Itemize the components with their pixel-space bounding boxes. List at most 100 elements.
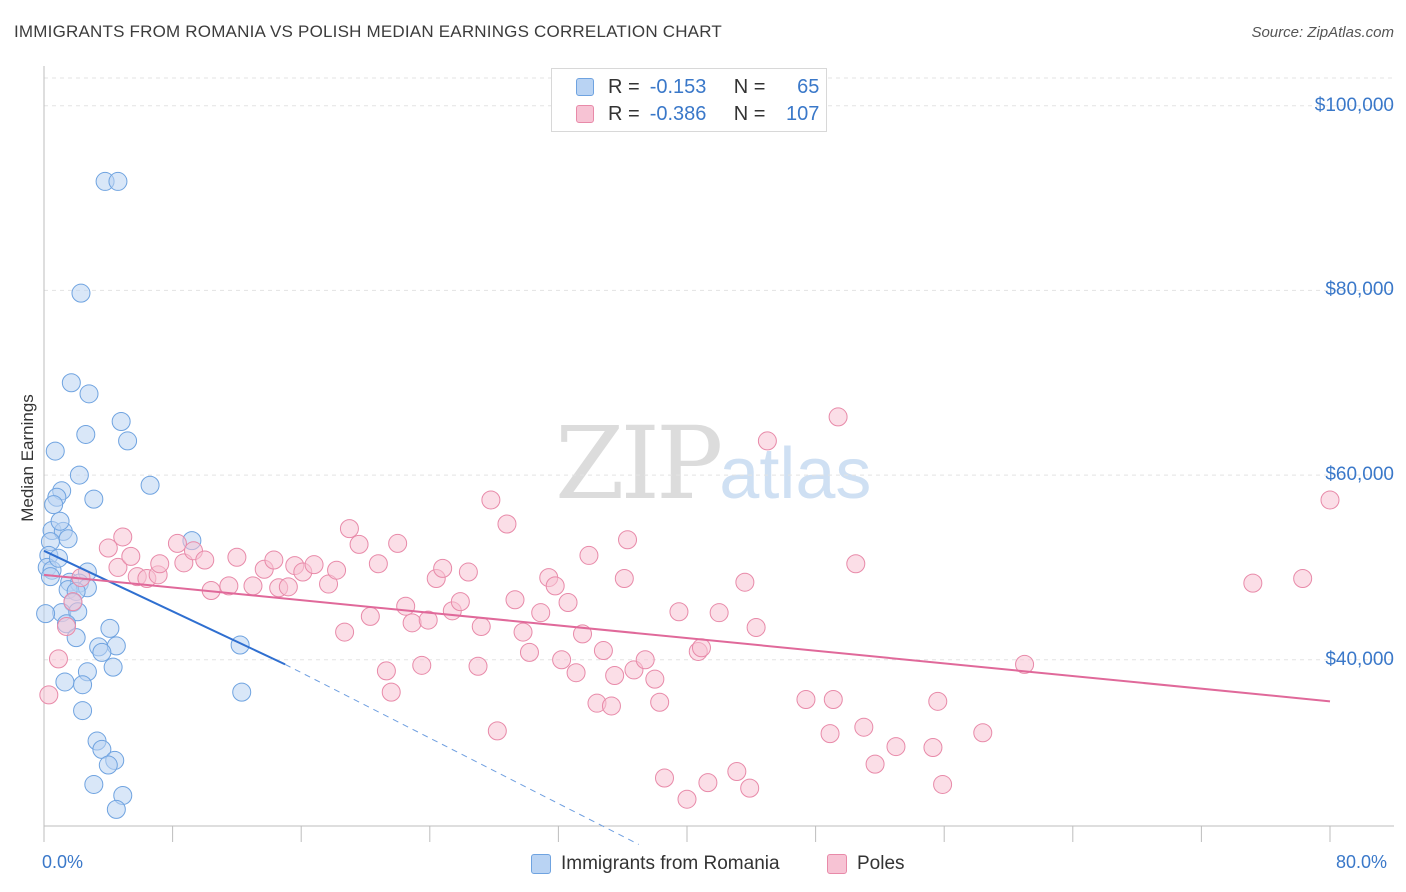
point-poles <box>746 617 766 637</box>
point-romania <box>108 171 128 191</box>
point-poles <box>468 656 488 676</box>
point-poles <box>339 519 359 539</box>
point-poles <box>519 642 539 662</box>
point-poles <box>573 624 593 644</box>
y-tick-label: $80,000 <box>1325 279 1394 301</box>
bottom-legend-romania: Immigrants from Romania <box>531 852 780 876</box>
point-romania <box>44 495 64 515</box>
legend-n-label: N = <box>733 102 766 125</box>
point-poles <box>618 530 638 550</box>
point-poles <box>691 638 711 658</box>
point-romania <box>84 774 104 794</box>
point-poles <box>376 661 396 681</box>
point-romania <box>73 701 93 721</box>
point-poles <box>402 613 422 633</box>
point-poles <box>828 407 848 427</box>
point-romania <box>232 682 252 702</box>
y-tick-label: $100,000 <box>1314 94 1394 116</box>
point-poles <box>433 558 453 578</box>
trendline-romania-extension <box>284 663 640 845</box>
point-poles <box>820 724 840 744</box>
point-romania <box>103 657 123 677</box>
point-poles <box>481 490 501 510</box>
point-poles <box>113 527 133 547</box>
point-romania <box>100 618 120 638</box>
point-poles <box>886 737 906 757</box>
point-poles <box>1293 569 1313 589</box>
point-romania <box>36 604 56 624</box>
point-romania <box>230 635 250 655</box>
point-poles <box>709 603 729 623</box>
point-poles <box>579 545 599 565</box>
point-poles <box>865 754 885 774</box>
trendline-poles <box>43 573 1331 703</box>
point-poles <box>195 550 215 570</box>
legend-n-label: N = <box>733 75 766 98</box>
zipatlas-watermark: ZIPatlas <box>555 405 871 522</box>
stats-legend: R = -0.153 N = 65 R = -0.386 N = 107 <box>551 68 827 132</box>
point-poles <box>614 569 634 589</box>
point-poles <box>593 641 613 661</box>
point-poles <box>645 669 665 689</box>
bottom-legend-swatch-poles <box>827 854 847 874</box>
point-poles <box>98 538 118 558</box>
legend-n-value: 107 <box>786 102 820 125</box>
point-poles <box>566 663 586 683</box>
legend-r-label: R = <box>608 75 640 98</box>
point-poles <box>1015 654 1035 674</box>
point-poles <box>757 431 777 451</box>
bottom-legend-swatch-romania <box>531 854 551 874</box>
point-poles <box>48 649 68 669</box>
point-poles <box>167 533 187 553</box>
point-romania <box>50 511 70 531</box>
point-poles <box>219 576 239 596</box>
point-poles <box>487 721 507 741</box>
chart-source: Source: ZipAtlas.com <box>1251 24 1394 41</box>
point-romania <box>61 373 81 393</box>
bottom-legend-label-romania: Immigrants from Romania <box>561 853 780 874</box>
point-poles <box>601 696 621 716</box>
point-romania <box>73 675 93 695</box>
point-poles <box>635 650 655 670</box>
point-poles <box>388 533 408 553</box>
legend-r-label: R = <box>608 102 640 125</box>
point-poles <box>677 789 697 809</box>
point-poles <box>650 692 670 712</box>
point-poles <box>63 592 83 612</box>
point-poles <box>349 534 369 554</box>
point-poles <box>121 546 141 566</box>
point-romania <box>111 412 131 432</box>
legend-row-romania: R = -0.153 N = 65 <box>576 75 819 99</box>
trendline-romania <box>43 549 286 666</box>
legend-n-value: 65 <box>797 75 820 98</box>
point-romania <box>106 799 126 819</box>
point-poles <box>360 606 380 626</box>
point-poles <box>669 602 689 622</box>
x-tick-label-max: 80.0% <box>1336 852 1388 872</box>
point-poles <box>335 622 355 642</box>
point-romania <box>71 283 91 303</box>
point-poles <box>497 514 517 534</box>
x-tick-label-min: 0.0% <box>42 852 84 872</box>
point-romania <box>140 475 160 495</box>
point-poles <box>458 562 478 582</box>
point-romania <box>118 431 138 451</box>
point-poles <box>531 603 551 623</box>
point-poles <box>264 550 284 570</box>
point-romania <box>79 384 99 404</box>
legend-r-value: -0.386 <box>649 102 707 125</box>
point-poles <box>227 547 247 567</box>
point-poles <box>381 682 401 702</box>
legend-swatch-poles <box>576 105 594 123</box>
point-poles <box>698 773 718 793</box>
point-poles <box>558 593 578 613</box>
point-poles <box>1243 573 1263 593</box>
point-poles <box>418 610 438 630</box>
y-tick-label: $40,000 <box>1325 648 1394 670</box>
point-romania <box>76 424 96 444</box>
point-poles <box>735 572 755 592</box>
legend-swatch-romania <box>576 78 594 96</box>
point-poles <box>846 554 866 574</box>
point-poles <box>304 555 324 575</box>
